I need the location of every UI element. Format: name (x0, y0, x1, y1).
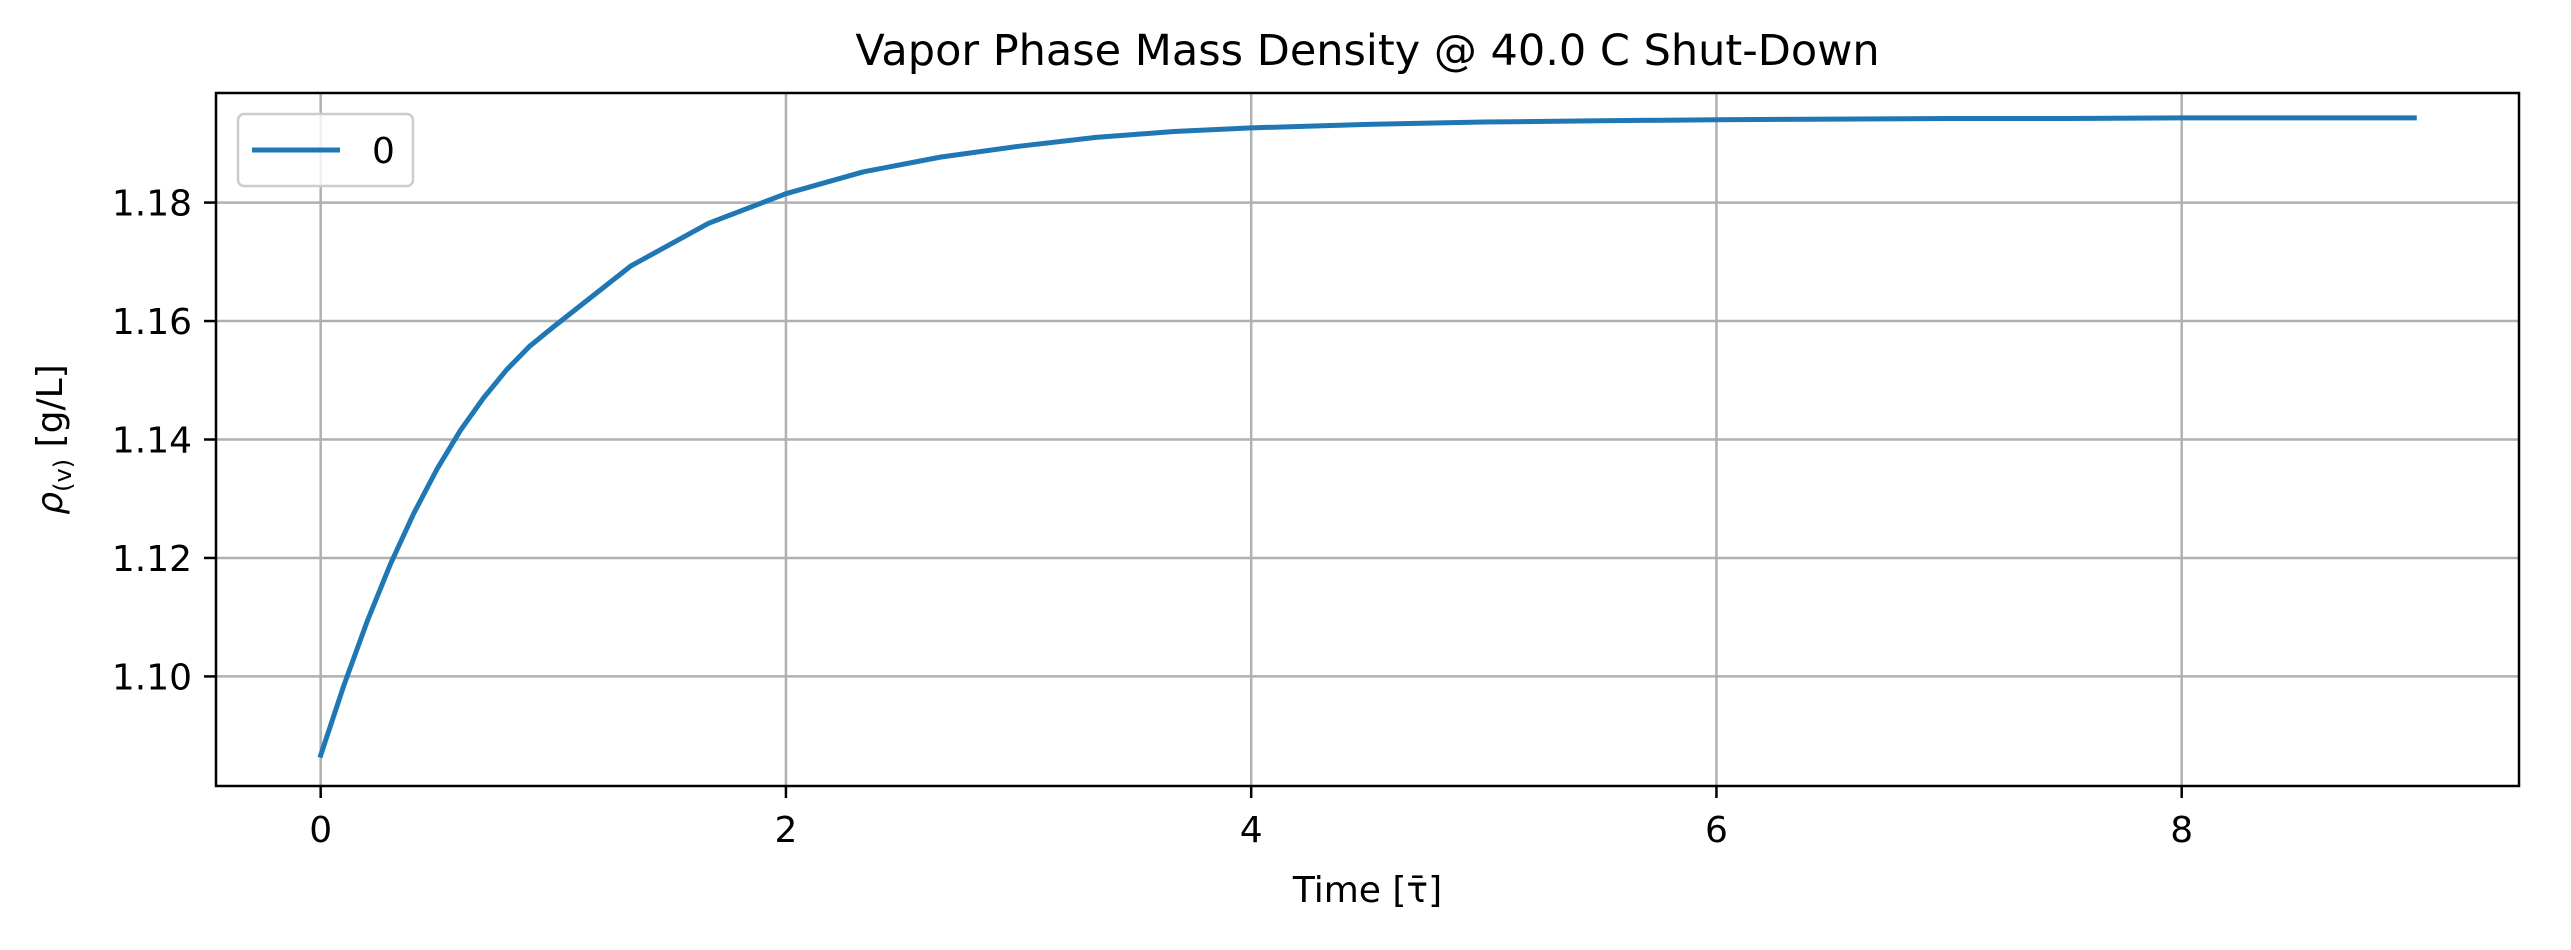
x-tick-label: 6 (1705, 810, 1728, 851)
y-tick-label: 1.10 (112, 657, 192, 698)
x-axis-label: Time [τ̄] (1292, 870, 1442, 911)
legend: 0 (236, 112, 415, 188)
x-tick-label: 8 (2170, 810, 2193, 851)
y-axis-label: ρ(v) [g/L] (30, 364, 77, 514)
y-tick-label: 1.14 (112, 421, 192, 462)
y-axis-label-unit: [g/L] (30, 364, 71, 459)
legend-entry: 0 (372, 131, 395, 172)
ticks: 0 2 4 6 8 1.10 1.12 1.14 1.16 1.18 (112, 184, 2193, 851)
x-tick-label: 4 (1240, 810, 1263, 851)
chart-title: Vapor Phase Mass Density @ 40.0 C Shut-D… (855, 26, 1879, 76)
series-layer (317, 115, 2417, 759)
y-axis-label-subscript: (v) (49, 459, 77, 492)
y-tick-label: 1.16 (112, 302, 192, 343)
x-tick-label: 0 (309, 810, 332, 851)
x-tick-label: 2 (774, 810, 797, 851)
y-tick-label: 1.12 (112, 539, 192, 580)
series-line (317, 115, 2417, 759)
grid (216, 93, 2519, 786)
y-axis-label-symbol: ρ (30, 492, 71, 515)
y-tick-label: 1.18 (112, 184, 192, 225)
